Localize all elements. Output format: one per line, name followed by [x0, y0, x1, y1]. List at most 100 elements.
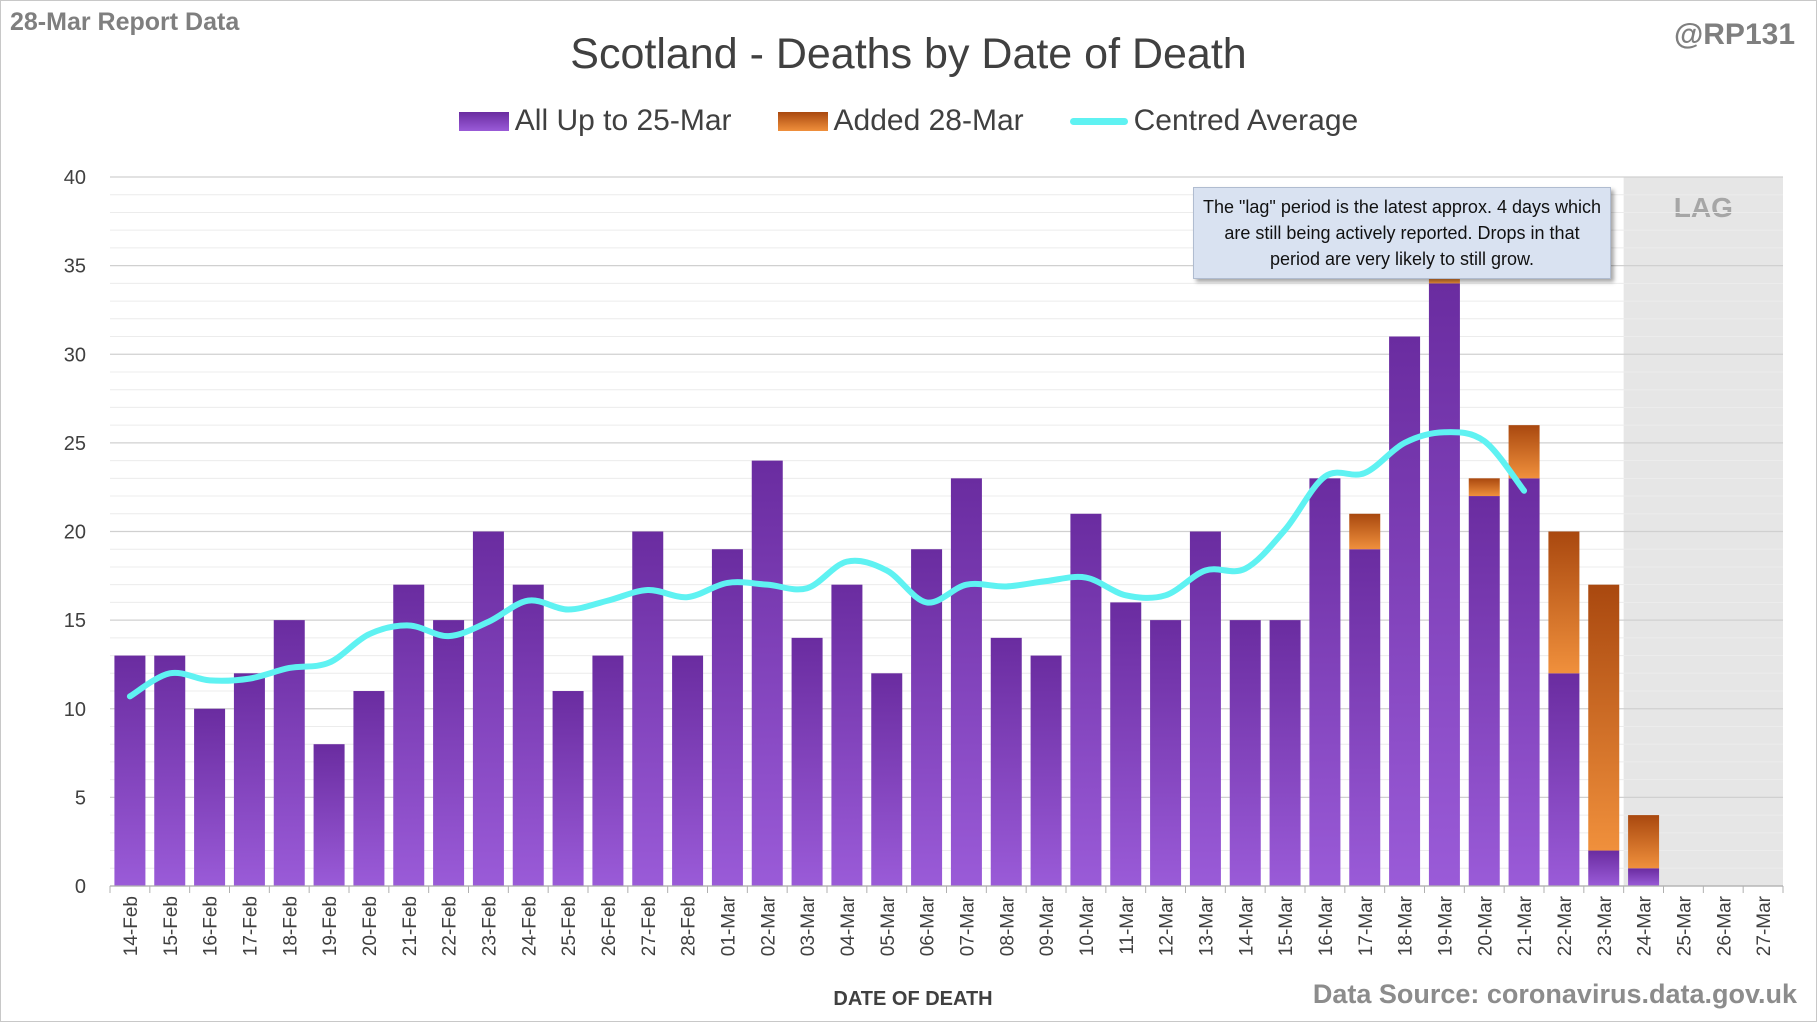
bar-all — [233, 673, 265, 886]
bar-all — [552, 691, 584, 886]
bar-all — [1309, 478, 1341, 886]
bar-all — [871, 673, 903, 886]
x-tick-label: 26-Feb — [599, 896, 620, 956]
bar-all — [273, 620, 305, 886]
x-tick-label: 03-Mar — [798, 895, 819, 956]
x-tick-label: 11-Mar — [1117, 895, 1138, 954]
y-tick-label: 15 — [64, 610, 86, 632]
data-source: Data Source: coronavirus.data.gov.uk — [1312, 979, 1797, 1009]
bar-all — [194, 708, 226, 886]
bar-added — [1588, 584, 1620, 851]
bar-all — [1588, 850, 1620, 886]
x-axis-title: DATE OF DEATH — [833, 988, 992, 1010]
x-tick-label: 26-Mar — [1714, 895, 1735, 956]
lag-note: The "lag" period is the latest approx. 4… — [1193, 187, 1611, 279]
x-tick-label: 28-Feb — [679, 896, 700, 956]
bar-all — [1468, 496, 1500, 886]
x-tick-label: 07-Mar — [957, 895, 978, 956]
bar-all — [592, 655, 624, 886]
x-tick-label: 20-Mar — [1475, 895, 1496, 956]
bar-added — [1628, 815, 1660, 869]
x-tick-label: 04-Mar — [838, 895, 859, 956]
x-tick-label: 16-Mar — [1316, 895, 1337, 956]
legend-item-all: All Up to 25-Mar — [458, 104, 732, 138]
legend-label-avg: Centred Average — [1133, 104, 1359, 137]
x-tick-label: 19-Feb — [320, 896, 341, 956]
x-tick-label: 09-Mar — [1037, 895, 1058, 956]
x-tick-label: 02-Mar — [758, 895, 779, 956]
x-tick-label: 13-Mar — [1196, 895, 1217, 956]
bar-all — [1189, 531, 1221, 886]
x-tick-label: 23-Mar — [1595, 895, 1616, 956]
x-tick-label: 23-Feb — [479, 896, 500, 956]
y-tick-label: 20 — [64, 522, 86, 544]
x-tick-label: 05-Mar — [878, 895, 899, 956]
bar-all — [1428, 283, 1460, 887]
x-tick-label: 19-Mar — [1435, 895, 1456, 956]
bar-added — [1349, 513, 1381, 550]
bar-all — [1030, 655, 1062, 886]
x-tick-label: 08-Mar — [997, 895, 1018, 956]
chart-title: Scotland - Deaths by Date of Death — [570, 30, 1247, 78]
bar-all — [1229, 620, 1261, 886]
bar-all — [1389, 336, 1421, 886]
y-tick-label: 40 — [64, 167, 86, 189]
bar-all — [950, 478, 982, 886]
bar-all — [672, 655, 704, 886]
x-tick-label: 15-Mar — [1276, 895, 1297, 956]
x-tick-label: 14-Feb — [121, 896, 142, 956]
legend-swatch-all — [458, 111, 509, 131]
bar-all — [751, 460, 783, 886]
bar-all — [1269, 620, 1301, 886]
legend-item-avg: Centred Average — [1069, 104, 1359, 138]
bar-all — [512, 584, 544, 886]
bar-added — [1548, 531, 1580, 674]
x-tick-label: 22-Feb — [440, 896, 461, 956]
y-tick-label: 0 — [75, 876, 86, 898]
y-tick-label: 10 — [64, 699, 86, 721]
bar-all — [1508, 478, 1540, 886]
x-tick-label: 20-Feb — [360, 896, 381, 956]
x-tick-label: 17-Feb — [240, 896, 261, 956]
x-tick-label: 22-Mar — [1555, 895, 1576, 956]
x-tick-label: 18-Feb — [280, 896, 301, 956]
bar-all — [393, 584, 425, 886]
author-handle: @RP131 — [1674, 18, 1795, 51]
x-tick-label: 25-Mar — [1674, 895, 1695, 956]
average-line — [126, 429, 1528, 700]
x-tick-label: 16-Feb — [201, 896, 222, 956]
bar-all — [472, 531, 504, 886]
x-tick-label: 24-Feb — [519, 896, 540, 956]
x-tick-label: 12-Mar — [1157, 895, 1178, 956]
y-tick-label: 5 — [75, 787, 86, 809]
x-tick-label: 14-Mar — [1236, 895, 1257, 956]
x-tick-label: 06-Mar — [918, 895, 939, 956]
bar-all — [313, 744, 345, 886]
bar-all — [1150, 620, 1182, 886]
x-tick-label: 17-Mar — [1356, 895, 1377, 956]
bar-all — [1349, 549, 1381, 886]
bar-all — [990, 637, 1022, 886]
bar-all — [831, 584, 863, 886]
bar-all — [711, 549, 743, 886]
bar-all — [154, 655, 186, 886]
legend-swatch-added — [777, 111, 828, 131]
legend-label-all: All Up to 25-Mar — [514, 104, 732, 137]
legend: All Up to 25-Mar Added 28-Mar Centred Av… — [0, 104, 1817, 138]
report-label: 28-Mar Report Data — [10, 8, 240, 36]
bar-all — [1070, 513, 1102, 886]
bar-all — [353, 691, 385, 886]
x-tick-label: 27-Mar — [1754, 895, 1775, 956]
x-tick-label: 24-Mar — [1635, 895, 1656, 956]
bar-all — [791, 637, 823, 886]
x-tick-label: 21-Feb — [400, 896, 421, 956]
bar-all — [1548, 673, 1580, 886]
x-tick-label: 21-Mar — [1515, 895, 1536, 956]
lag-label: LAG — [1674, 192, 1733, 223]
bar-added — [1508, 425, 1540, 479]
y-tick-label: 30 — [64, 344, 86, 366]
y-tick-label: 35 — [64, 256, 86, 278]
x-tick-label: 01-Mar — [718, 895, 739, 956]
legend-label-added: Added 28-Mar — [833, 104, 1024, 137]
